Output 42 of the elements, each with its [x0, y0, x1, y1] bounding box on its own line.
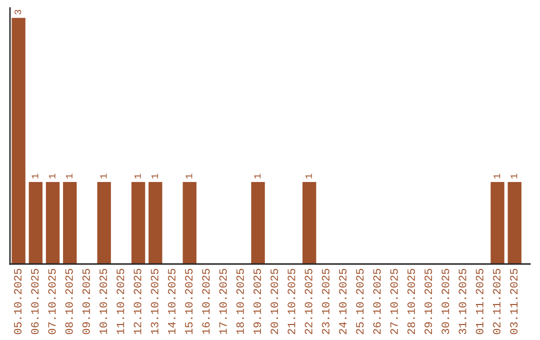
- x-tick-label: 24.10.2025: [338, 268, 347, 334]
- x-tick-label: 22.10.2025: [304, 268, 312, 334]
- x-tick-label: 03.11.2025: [510, 268, 518, 334]
- x-tick-label: 25.10.2025: [356, 268, 364, 334]
- x-tick-label: 14.10.2025: [168, 268, 176, 334]
- x-tick-label: 15.10.2025: [185, 268, 193, 334]
- x-tick-label: 26.10.2025: [373, 268, 381, 334]
- x-tick-label: 18.10.2025: [236, 268, 244, 334]
- x-tick-label: 17.10.2025: [219, 268, 227, 334]
- data-label: 1: [510, 174, 518, 178]
- data-label: 1: [254, 174, 261, 178]
- x-tick-label: 02.11.2025: [492, 268, 500, 334]
- data-label: 1: [494, 174, 500, 178]
- x-tick-label: 27.10.2025: [390, 268, 398, 334]
- x-tick-label: 21.10.2025: [288, 268, 296, 334]
- x-tick-label: 09.10.2025: [82, 268, 90, 334]
- x-tick-label: 10.10.2025: [100, 268, 108, 334]
- x-tick-label: 28.10.2025: [407, 268, 415, 334]
- x-tick-label: 30.10.2025: [442, 268, 450, 334]
- x-tick-label: 11.10.2025: [116, 268, 124, 334]
- x-tick-label: 31.10.2025: [458, 268, 466, 334]
- x-tick-label: 16.10.2025: [202, 268, 210, 334]
- x-tick-label: 19.10.2025: [253, 268, 262, 334]
- data-label: 1: [134, 174, 141, 178]
- data-label: 1: [152, 174, 158, 178]
- data-label: 1: [32, 174, 38, 178]
- data-label: 1: [186, 174, 192, 178]
- x-tick-label: 29.10.2025: [424, 268, 432, 334]
- data-label: 3: [14, 10, 22, 14]
- x-tick-label: 06.10.2025: [31, 268, 39, 334]
- data-label: 1: [48, 174, 56, 178]
- x-tick-label: 13.10.2025: [150, 268, 158, 334]
- x-tick-label: 20.10.2025: [270, 268, 278, 334]
- data-label: 1: [100, 174, 107, 178]
- x-tick-label: 01.11.2025: [476, 268, 484, 334]
- x-tick-label: 07.10.2025: [48, 268, 56, 334]
- x-tick-label: 05.10.2025: [14, 268, 22, 334]
- data-label: 1: [305, 174, 312, 178]
- x-tick-label: 08.10.2025: [65, 268, 73, 334]
- data-label: 1: [66, 174, 72, 178]
- x-tick-label: 23.10.2025: [322, 268, 330, 334]
- x-tick-label: 12.10.2025: [134, 268, 142, 334]
